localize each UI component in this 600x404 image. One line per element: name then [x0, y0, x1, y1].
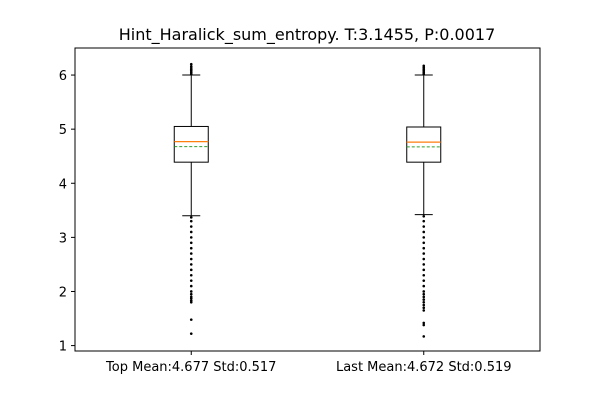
- outlier-point: [422, 241, 426, 245]
- outlier-point: [422, 284, 426, 288]
- y-tick-label: 4: [59, 177, 67, 192]
- outlier-point: [422, 323, 426, 327]
- y-tick-label: 2: [59, 285, 67, 300]
- outlier-point: [189, 241, 193, 245]
- outlier-point: [189, 290, 193, 293]
- outlier-point: [189, 263, 193, 266]
- outlier-point: [189, 62, 193, 66]
- outlier-point: [422, 301, 426, 304]
- outlier-point: [189, 292, 193, 296]
- outlier-point: [422, 273, 426, 277]
- outlier-point: [422, 335, 426, 338]
- box-iqr: [406, 126, 442, 163]
- plot-frame: [74, 47, 541, 352]
- outlier-point: [422, 225, 426, 228]
- outlier-point: [189, 318, 193, 321]
- outlier-point: [422, 219, 426, 223]
- outlier-point: [189, 268, 193, 272]
- outlier-point: [422, 268, 426, 272]
- outlier-point: [189, 219, 193, 223]
- outlier-point: [422, 295, 426, 299]
- outlier-point: [189, 297, 193, 300]
- outlier-point: [422, 246, 426, 250]
- outlier-point: [422, 279, 426, 282]
- outlier-point: [189, 225, 193, 228]
- y-tick-label: 5: [59, 123, 67, 138]
- outlier-point: [189, 279, 193, 282]
- outlier-point: [422, 292, 426, 296]
- outlier-point: [189, 332, 193, 335]
- outlier-point: [189, 230, 193, 234]
- outlier-point: [422, 236, 426, 239]
- x-tick-label: Top Mean:4.677 Std:0.517: [105, 360, 276, 375]
- outlier-point: [422, 298, 426, 301]
- y-axis: 1 2 3 4 5 6: [59, 69, 75, 355]
- outlier-point: [422, 309, 426, 312]
- outlier-point: [422, 263, 426, 266]
- outlier-point: [189, 301, 193, 304]
- outlier-point: [189, 246, 193, 250]
- y-tick-label: 6: [59, 69, 67, 84]
- box-group: [406, 64, 442, 338]
- outlier-point: [422, 230, 426, 234]
- outlier-point: [422, 290, 426, 293]
- outlier-point: [189, 216, 193, 219]
- chart-title: Hint_Haralick_sum_entropy. T:3.1455, P:0…: [119, 25, 496, 45]
- x-axis: Top Mean:4.677 Std:0.517 Last Mean:4.672 …: [105, 351, 512, 375]
- outlier-point: [422, 252, 426, 255]
- outlier-point: [422, 214, 426, 218]
- outlier-point: [189, 257, 193, 261]
- outlier-point: [189, 284, 193, 288]
- y-tick-label: 1: [59, 340, 67, 355]
- outlier-point: [422, 306, 426, 310]
- outlier-point: [189, 252, 193, 255]
- y-tick-label: 3: [59, 231, 67, 246]
- x-tick-label: Last Mean:4.672 Std:0.519: [336, 360, 512, 375]
- outlier-point: [422, 257, 426, 261]
- outlier-point: [189, 236, 193, 239]
- box-group: [173, 62, 209, 335]
- outlier-point: [422, 303, 426, 307]
- outlier-point: [189, 273, 193, 277]
- boxes-layer: [173, 62, 442, 338]
- outlier-point: [422, 321, 426, 325]
- outlier-point: [422, 64, 426, 68]
- box-iqr: [173, 125, 209, 163]
- outlier-point: [189, 65, 193, 68]
